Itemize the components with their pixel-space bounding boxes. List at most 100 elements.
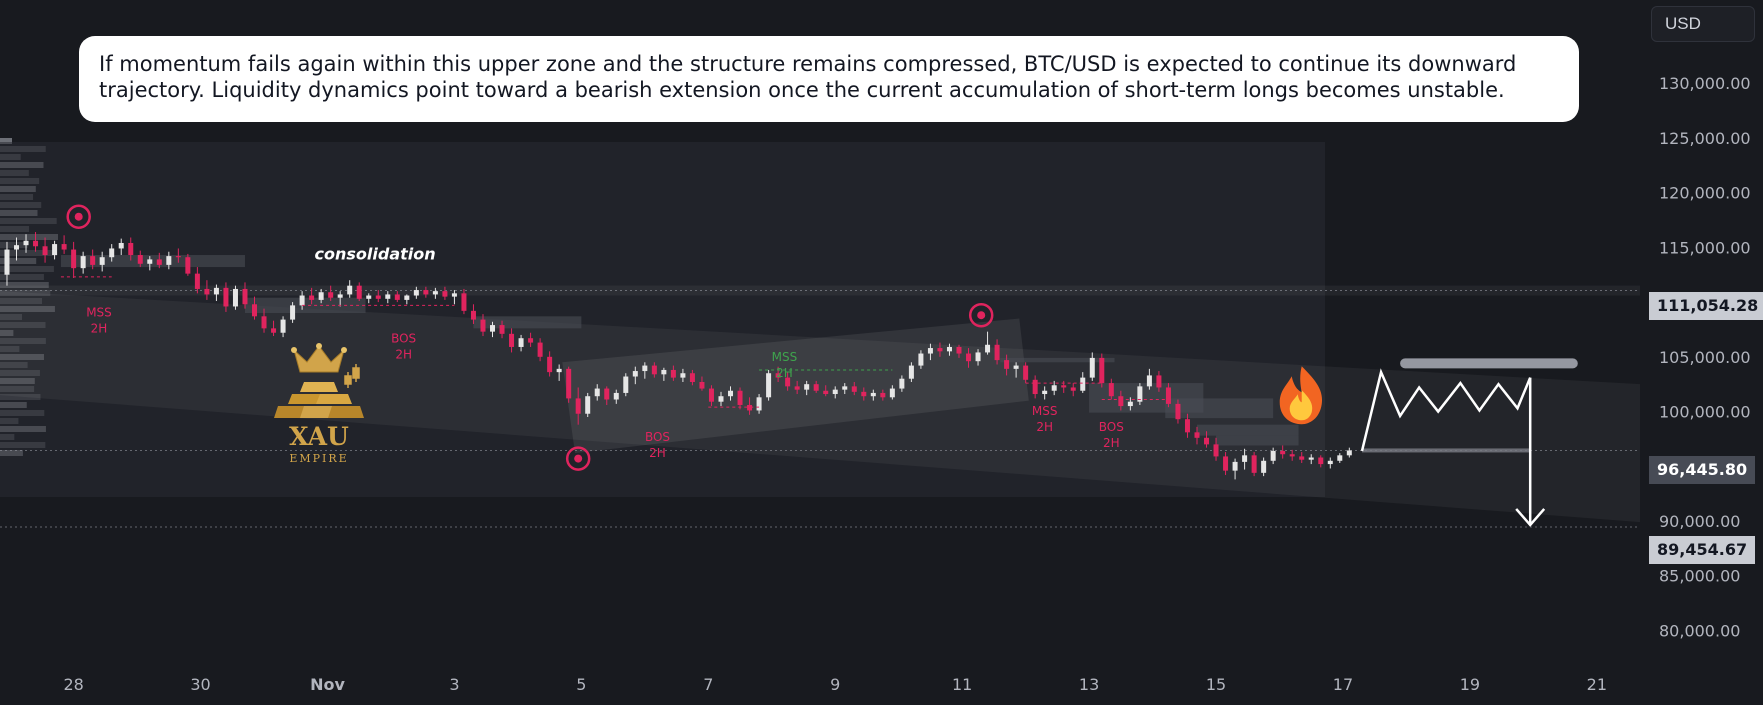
- candle-body: [356, 285, 362, 299]
- candle-body: [185, 257, 191, 274]
- structure-timeframe-label: 2H: [649, 446, 666, 460]
- candle-body: [290, 305, 296, 320]
- candle-body: [271, 328, 277, 333]
- structure-label: MSS: [1032, 404, 1058, 418]
- candle-body: [14, 245, 20, 250]
- candle-body: [1156, 375, 1162, 388]
- analysis-callout: If momentum fails again within this uppe…: [79, 36, 1579, 122]
- candle-body: [1080, 377, 1086, 391]
- arrow-down-icon: [1515, 508, 1546, 527]
- candle-body: [328, 292, 334, 298]
- structure-label: BOS: [645, 430, 670, 444]
- target-circle-icon: [66, 204, 91, 229]
- candle-body: [632, 371, 638, 377]
- candle-body: [1270, 450, 1276, 461]
- candle-body: [213, 287, 219, 295]
- y-axis-tick-label: 115,000.00: [1659, 238, 1751, 257]
- candle-body: [1194, 432, 1200, 438]
- candle-body: [823, 390, 829, 395]
- candle-body: [1127, 401, 1133, 407]
- candle-body: [90, 256, 96, 265]
- candle-body: [385, 294, 391, 299]
- candle-body: [708, 388, 714, 402]
- price-tag-target: 89,454.67: [1649, 536, 1756, 564]
- current-price-bar: [1362, 448, 1531, 453]
- candle-body: [937, 348, 943, 352]
- candle-body: [280, 319, 286, 333]
- candle-body: [728, 390, 734, 397]
- y-axis-tick-label: 85,000.00: [1659, 567, 1740, 586]
- candle-body: [442, 291, 448, 297]
- candle-body: [966, 353, 972, 362]
- candle-body: [309, 295, 315, 300]
- candle-body: [1280, 450, 1286, 455]
- candle-body: [1251, 455, 1257, 473]
- candle-body: [946, 346, 952, 352]
- analysis-callout-text: If momentum fails again within this uppe…: [99, 52, 1517, 102]
- candle-body: [99, 257, 105, 265]
- candle-body: [756, 397, 762, 411]
- candle-body: [366, 295, 372, 299]
- candle-body: [337, 294, 343, 298]
- candle-body: [832, 389, 838, 395]
- candle-body: [927, 348, 933, 354]
- candle-body: [842, 386, 848, 390]
- candle-body: [1223, 456, 1229, 471]
- candle-body: [33, 240, 39, 247]
- candle-body: [594, 388, 600, 397]
- candle-body: [680, 373, 686, 378]
- x-axis-tick-label: 13: [1079, 675, 1099, 694]
- target-circle-icon: [565, 446, 591, 471]
- candle-body: [490, 325, 496, 332]
- candle-body: [1089, 357, 1095, 378]
- candle-body: [528, 338, 534, 343]
- candle-body: [194, 273, 200, 289]
- target-dot: [74, 212, 83, 221]
- currency-button[interactable]: USD: [1651, 6, 1755, 42]
- supply-block: [1196, 424, 1299, 436]
- candle-body: [661, 369, 667, 375]
- candle-body: [375, 295, 381, 299]
- candle-body: [1308, 457, 1314, 460]
- price-tag-top: 111,054.28: [1649, 292, 1763, 320]
- resistance-band: [0, 285, 1640, 296]
- candle-body: [804, 384, 810, 390]
- candle-body: [1070, 387, 1076, 391]
- candle-body: [1184, 419, 1190, 433]
- descending-channel: [0, 291, 1640, 523]
- structure-timeframe-label: 2H: [91, 321, 108, 335]
- gold-bars-icon: [274, 382, 364, 418]
- candle-body: [109, 248, 115, 258]
- structure-label: BOS: [391, 332, 416, 346]
- candle-body: [766, 373, 772, 398]
- candle-body: [232, 288, 238, 307]
- candle-body: [4, 249, 10, 275]
- candle-body: [347, 285, 353, 295]
- consolidation-zone: [0, 142, 1325, 497]
- candle-body: [1146, 375, 1152, 387]
- candle-body: [480, 319, 486, 332]
- candle-body: [499, 325, 505, 334]
- candle-body: [404, 295, 410, 300]
- candle-body: [737, 390, 743, 405]
- resistance-zone-bar: [1400, 358, 1578, 369]
- crown-gold-bars-icon: [274, 343, 364, 418]
- candle-body: [880, 392, 886, 398]
- candle-body: [1108, 383, 1114, 397]
- logo-tagline: EMPIRE: [289, 452, 349, 465]
- candle-body: [747, 404, 753, 411]
- candle-body: [394, 294, 400, 300]
- fire-inner: [1289, 390, 1313, 421]
- structure-label: MSS: [772, 350, 798, 364]
- candle-body: [42, 246, 48, 256]
- candle-body: [509, 333, 515, 347]
- consolidation-label: consolidation: [315, 244, 436, 263]
- candle-body: [1061, 385, 1067, 388]
- candle-body: [785, 377, 791, 387]
- candle-body: [461, 293, 467, 311]
- candle-body: [1137, 386, 1143, 402]
- candle-body: [689, 373, 695, 382]
- candle-body: [242, 288, 248, 305]
